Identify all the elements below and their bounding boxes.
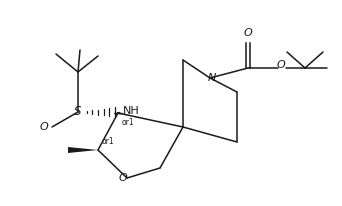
Text: S: S <box>74 104 82 117</box>
Text: or1: or1 <box>102 137 115 146</box>
Polygon shape <box>68 147 98 153</box>
Text: N: N <box>208 73 216 83</box>
Text: O: O <box>277 60 285 70</box>
Text: O: O <box>40 122 48 132</box>
Text: or1: or1 <box>122 118 135 127</box>
Text: O: O <box>119 173 127 183</box>
Text: NH: NH <box>123 106 140 116</box>
Text: O: O <box>244 28 252 38</box>
